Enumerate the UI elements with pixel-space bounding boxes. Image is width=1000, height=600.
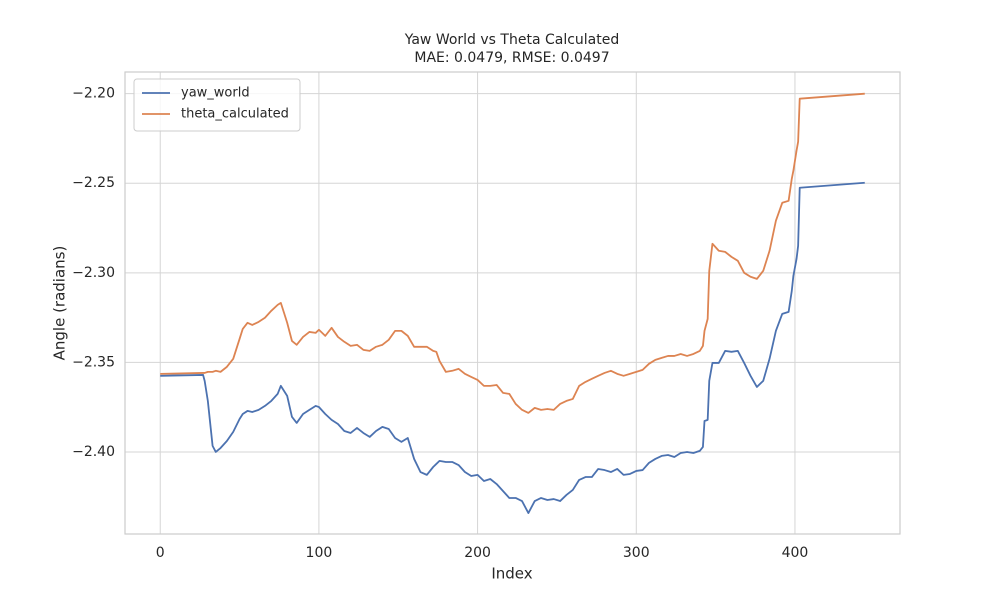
legend-label: theta_calculated bbox=[181, 107, 289, 122]
chart-title: Yaw World vs Theta Calculated bbox=[404, 32, 620, 48]
x-tick-label: 100 bbox=[306, 545, 333, 561]
legend-box bbox=[133, 78, 301, 132]
y-tick-label: −2.35 bbox=[72, 354, 115, 370]
y-tick-label: −2.30 bbox=[72, 265, 115, 281]
y-tick-label: −2.25 bbox=[72, 175, 115, 191]
data-line bbox=[160, 181, 865, 514]
y-tick-label: −2.20 bbox=[72, 86, 115, 102]
x-axis-label: Index bbox=[491, 565, 532, 583]
legend-label: yaw_world bbox=[181, 86, 250, 101]
x-tick-label: 300 bbox=[623, 545, 650, 561]
y-axis-label: Angle (radians) bbox=[51, 246, 69, 361]
x-tick-label: 200 bbox=[464, 545, 491, 561]
plot-frame bbox=[124, 71, 901, 535]
y-tick-label: −2.40 bbox=[72, 444, 115, 460]
x-tick-label: 400 bbox=[782, 545, 809, 561]
chart-subtitle: MAE: 0.0479, RMSE: 0.0497 bbox=[414, 50, 609, 66]
x-tick-label: 0 bbox=[156, 545, 165, 561]
data-line bbox=[160, 92, 865, 414]
